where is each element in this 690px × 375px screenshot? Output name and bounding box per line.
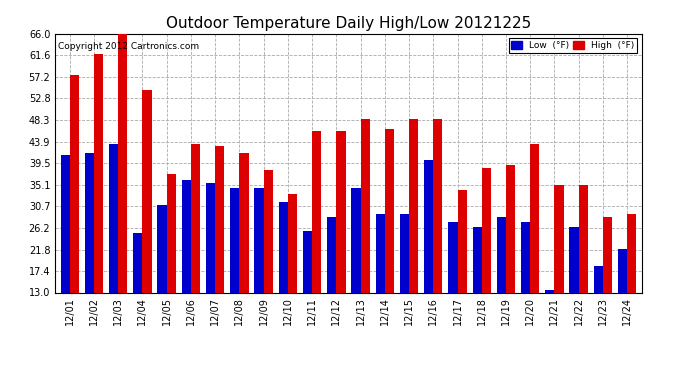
Bar [400,214,409,292]
Bar [264,171,273,292]
Bar [157,205,167,292]
Bar [191,144,200,292]
Bar [482,168,491,292]
Bar [618,249,627,292]
Bar [351,188,361,292]
Bar [593,266,603,292]
Bar [336,131,346,292]
Bar [70,75,79,292]
Bar [303,231,312,292]
Bar [181,180,191,292]
Bar [473,226,482,292]
Bar [433,119,442,292]
Title: Outdoor Temperature Daily High/Low 20121225: Outdoor Temperature Daily High/Low 20121… [166,16,531,31]
Bar [627,214,636,292]
Legend: Low  (°F), High  (°F): Low (°F), High (°F) [509,38,637,53]
Bar [118,34,128,292]
Bar [497,217,506,292]
Bar [375,214,385,292]
Bar [569,226,579,292]
Bar [545,290,555,292]
Bar [94,54,104,292]
Bar [312,131,322,292]
Bar [61,155,70,292]
Bar [288,194,297,292]
Bar [521,222,530,292]
Bar [215,146,224,292]
Bar [603,217,612,292]
Bar [579,184,588,292]
Bar [230,188,239,292]
Text: Copyright 2012 Cartronics.com: Copyright 2012 Cartronics.com [58,42,199,51]
Bar [530,144,540,292]
Bar [279,202,288,292]
Bar [206,183,215,292]
Bar [167,174,176,292]
Bar [457,190,466,292]
Bar [506,165,515,292]
Bar [409,119,418,292]
Bar [448,222,457,292]
Bar [555,184,564,292]
Bar [142,90,152,292]
Bar [239,153,248,292]
Bar [424,160,433,292]
Bar [361,119,370,292]
Bar [385,129,394,292]
Bar [133,233,142,292]
Bar [109,144,118,292]
Bar [85,153,94,292]
Bar [255,188,264,292]
Bar [327,217,336,292]
